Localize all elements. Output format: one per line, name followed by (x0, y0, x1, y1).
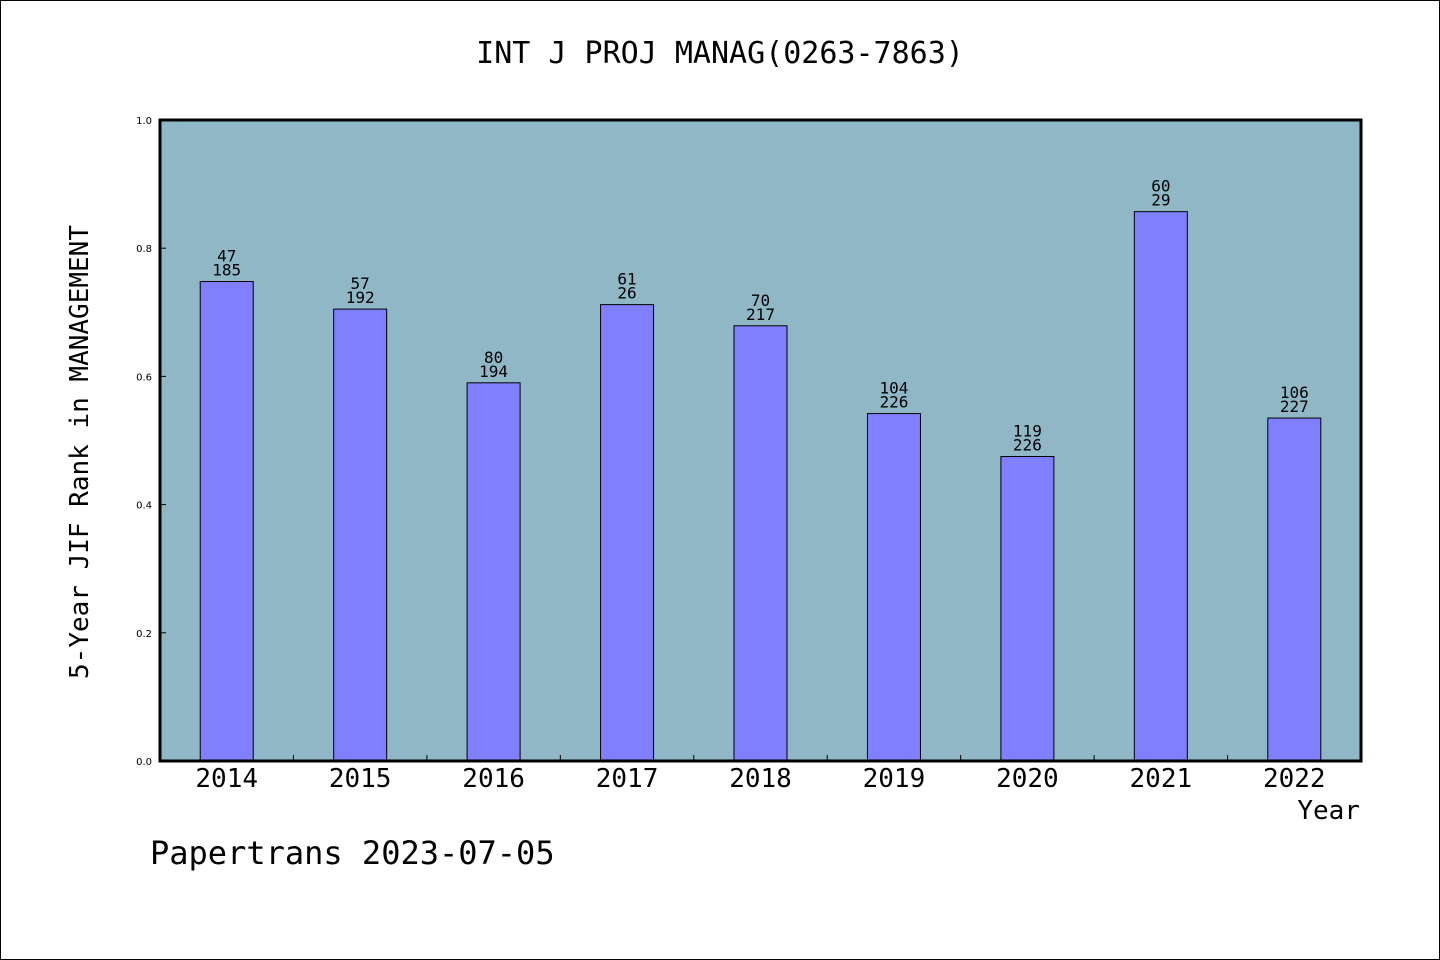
bar-total-label: 226 (879, 393, 908, 412)
footer-watermark: Papertrans 2023-07-05 (150, 834, 555, 872)
bar-rank-label: 106 (1280, 383, 1309, 402)
bar-rank-label: 57 (351, 274, 370, 293)
bar-2021 (1133, 211, 1188, 762)
x-axis-label: Year (1297, 796, 1360, 826)
bar-rank-label: 60 (1151, 177, 1170, 196)
bar-rank-label: 104 (879, 379, 908, 398)
bar-rank-label: 80 (484, 348, 503, 367)
bar-rank-label: 61 (617, 270, 636, 289)
x-tick-label: 2016 (462, 764, 525, 794)
x-tick-label: 2015 (329, 764, 392, 794)
bar-2018 (733, 325, 788, 762)
y-tick-label: 0.6 (136, 372, 152, 383)
x-tick-label: 2014 (195, 764, 258, 794)
bar-total-label: 185 (212, 261, 241, 280)
bar-total-label: 29 (1151, 191, 1170, 210)
plot-border (158, 118, 1363, 763)
bar-2014 (199, 281, 254, 762)
bar-2020 (1000, 456, 1055, 762)
bar-rank-label: 47 (217, 247, 236, 266)
bar-total-label: 26 (617, 284, 636, 303)
y-tick-label: 1.0 (136, 116, 152, 127)
y-tick-label: 0.2 (136, 629, 152, 640)
bar-total-label: 227 (1280, 397, 1309, 416)
bar-total-label: 226 (1013, 436, 1042, 455)
x-tick-label: 2017 (596, 764, 659, 794)
y-tick-label: 0.4 (136, 501, 152, 512)
bar-2017 (600, 304, 655, 762)
bar-2019 (866, 413, 921, 762)
x-axis: 2014 2015 2016 2017 2018 2019 2020 2021 2022 (195, 755, 1326, 794)
y-tick-label: 0.8 (136, 244, 152, 255)
x-tick-label: 2018 (729, 764, 792, 794)
x-tick-label: 2020 (996, 764, 1059, 794)
bar-total-label: 194 (479, 362, 508, 381)
x-tick-label: 2019 (863, 764, 926, 794)
bar-2016 (466, 382, 521, 762)
x-tick-label: 2022 (1263, 764, 1326, 794)
bar-total-label: 217 (746, 305, 775, 324)
bar-rank-label: 119 (1013, 422, 1042, 441)
x-tick-label: 2021 (1130, 764, 1193, 794)
bar-2022 (1267, 417, 1322, 762)
bar-rank-label: 70 (751, 291, 770, 310)
bar-total-label: 192 (346, 288, 375, 307)
bar-2015 (333, 308, 388, 762)
bar-series (199, 211, 1322, 762)
chart-title: INT J PROJ MANAG(0263-7863) (476, 36, 964, 71)
y-tick-label: 0.0 (136, 757, 152, 768)
